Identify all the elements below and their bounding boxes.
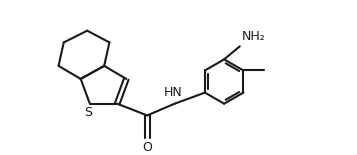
Text: HN: HN — [164, 86, 183, 99]
Text: O: O — [142, 141, 152, 154]
Text: S: S — [84, 106, 92, 119]
Text: NH₂: NH₂ — [242, 30, 266, 43]
